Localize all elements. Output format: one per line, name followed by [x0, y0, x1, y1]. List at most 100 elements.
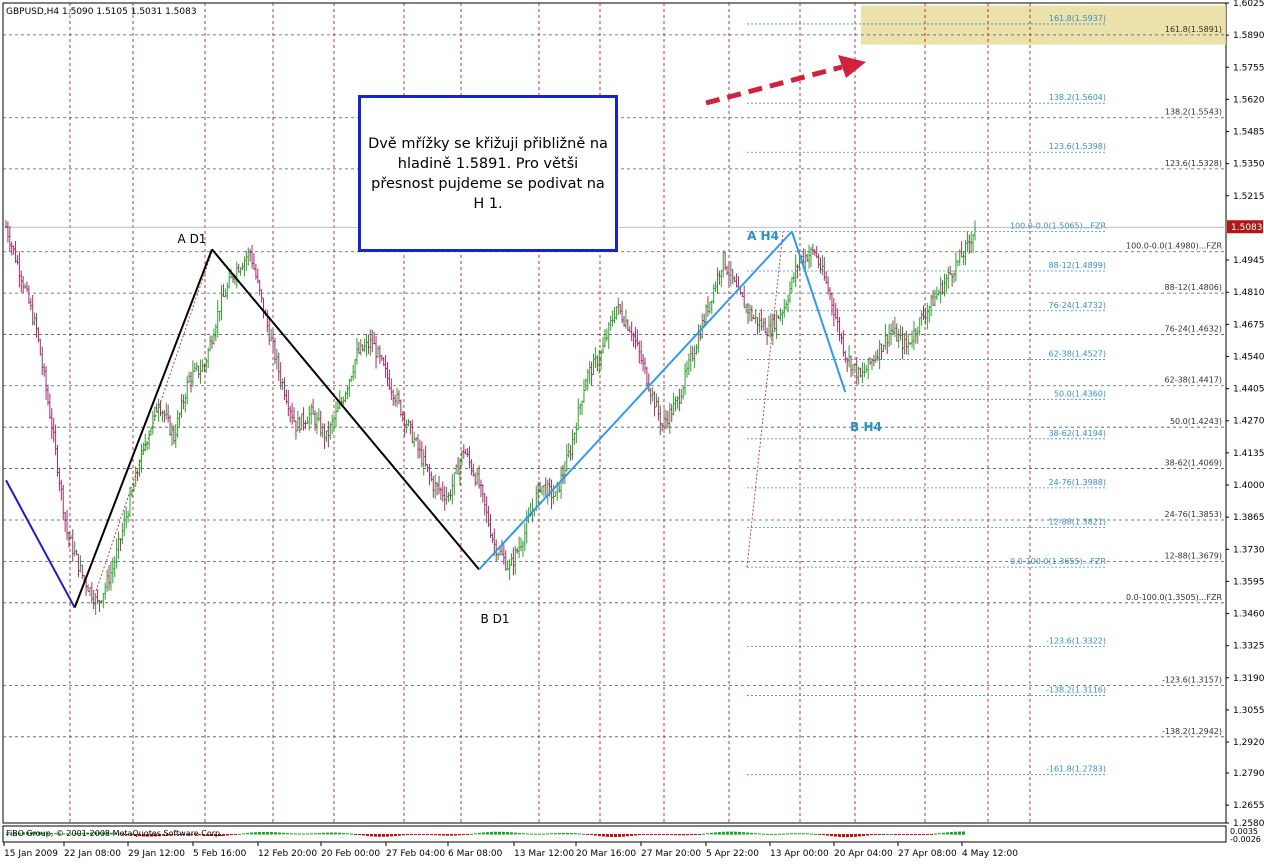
- current-price-tag: [1227, 220, 1263, 234]
- indicator-bar: [330, 832, 333, 835]
- fib-d1-label: 161.8(1.5891): [1165, 25, 1222, 34]
- fib-d1-label: 76-24(1.4632): [1165, 325, 1222, 334]
- indicator-bar: [278, 832, 281, 835]
- indicator-bar: [454, 834, 457, 836]
- indicator-bar: [154, 834, 157, 837]
- fib-d1-label: -138.2(1.2942): [1162, 727, 1222, 736]
- fib-d1-label: 38-62(1.4069): [1165, 459, 1222, 468]
- x-tick-label: 5 Feb 16:00: [193, 849, 247, 859]
- indicator-bar: [146, 834, 149, 837]
- indicator-bar: [238, 833, 241, 835]
- indicator-bar: [938, 833, 941, 835]
- indicator-bar: [346, 833, 349, 835]
- indicator-bar: [802, 833, 805, 835]
- indicator-bar: [222, 834, 225, 836]
- indicator-bar: [570, 832, 573, 835]
- indicator-bar: [18, 832, 21, 835]
- indicator-bar: [806, 833, 809, 835]
- indicator-bar: [958, 831, 961, 835]
- indicator-bar: [426, 834, 429, 835]
- indicator-bar: [290, 833, 293, 835]
- indicator-bar: [862, 834, 865, 837]
- indicator-bar: [150, 834, 153, 837]
- x-tick-label: 4 May 12:00: [962, 849, 1018, 859]
- indicator-bar: [962, 831, 965, 835]
- y-tick-label: 1.3325: [1233, 642, 1264, 652]
- indicator-bar: [554, 833, 557, 835]
- fib-d1-label: 123.6(1.5328): [1165, 159, 1222, 168]
- x-tick-label: 20 Apr 04:00: [834, 849, 893, 859]
- indicator-bar: [662, 834, 665, 835]
- indicator-bar: [78, 833, 81, 835]
- target-arrow-head: [838, 55, 866, 78]
- swing-down-leg-blue: [5, 479, 76, 609]
- y-tick-label: 1.4945: [1233, 256, 1264, 266]
- indicator-bar: [242, 833, 245, 835]
- indicator-histogram: [6, 831, 965, 838]
- y-tick-label: 1.6025: [1233, 0, 1264, 9]
- indicator-bar: [382, 834, 385, 837]
- indicator-bar: [514, 832, 517, 835]
- indicator-bar: [906, 834, 909, 835]
- fib-d1-label: 50.0(1.4243): [1170, 417, 1222, 426]
- indicator-bar: [42, 832, 45, 835]
- indicator-bar: [810, 833, 813, 835]
- plot-frame: [2, 2, 1227, 824]
- indicator-bar: [694, 834, 697, 835]
- indicator-bar: [470, 833, 473, 835]
- indicator-bar: [798, 833, 801, 835]
- x-tick-label: 22 Jan 08:00: [64, 849, 121, 859]
- fib-d1-label: 62-38(1.4417): [1165, 376, 1222, 385]
- indicator-bar: [134, 834, 137, 836]
- indicator-bar: [754, 833, 757, 835]
- indicator-bar: [954, 831, 957, 835]
- indicator-bar: [86, 832, 89, 835]
- indicator-bar: [666, 834, 669, 835]
- indicator-bar: [54, 833, 57, 835]
- y-tick-label: 1.3595: [1233, 577, 1264, 587]
- indicator-bar: [178, 834, 181, 835]
- indicator-bar: [886, 833, 889, 835]
- point-label: A H4: [747, 229, 779, 243]
- indicator-bar: [530, 833, 533, 835]
- indicator-bar: [342, 832, 345, 835]
- indicator-bar: [322, 832, 325, 835]
- x-tick-label: 13 Mar 12:00: [514, 849, 574, 859]
- indicator-bar: [522, 833, 525, 835]
- indicator-bar: [22, 832, 25, 835]
- indicator-bar: [390, 834, 393, 837]
- indicator-bar: [670, 834, 673, 835]
- indicator-bar: [38, 832, 41, 835]
- indicator-bar: [734, 831, 737, 835]
- indicator-bar: [610, 834, 613, 838]
- indicator-bar: [90, 832, 93, 835]
- indicator-bar: [858, 834, 861, 837]
- indicator-bar: [518, 832, 521, 835]
- indicator-caption: FiBO Group, © 2001-2008 MetaQuotes Softw…: [6, 829, 223, 838]
- indicator-bar: [674, 834, 677, 836]
- fib-h4-label: 100.0-0.0(1.5065)...FZR: [1010, 222, 1106, 231]
- indicator-bar: [618, 834, 621, 837]
- indicator-bar: [690, 834, 693, 835]
- indicator-bar: [574, 833, 577, 835]
- indicator-bar: [70, 833, 73, 835]
- indicator-bar: [714, 832, 717, 835]
- indicator-bar: [206, 834, 209, 836]
- indicator-bar: [270, 832, 273, 835]
- indicator-bar: [486, 832, 489, 835]
- indicator-bar: [746, 832, 749, 835]
- indicator-bar: [46, 832, 49, 835]
- indicator-bar: [142, 834, 145, 837]
- target-zone: [861, 5, 1226, 45]
- indicator-bar: [218, 834, 221, 837]
- indicator-bar: [614, 834, 617, 838]
- fib-h4-label: 161.8(1.5937): [1049, 14, 1106, 23]
- x-tick-label: 20 Mar 16:00: [576, 849, 636, 859]
- indicator-bar: [730, 831, 733, 835]
- indicator-bar: [774, 833, 777, 835]
- indicator-bar: [562, 832, 565, 835]
- indicator-bar: [282, 832, 285, 835]
- fib-h4-label: 24-76(1.3988): [1049, 478, 1106, 487]
- indicator-bar: [106, 832, 109, 835]
